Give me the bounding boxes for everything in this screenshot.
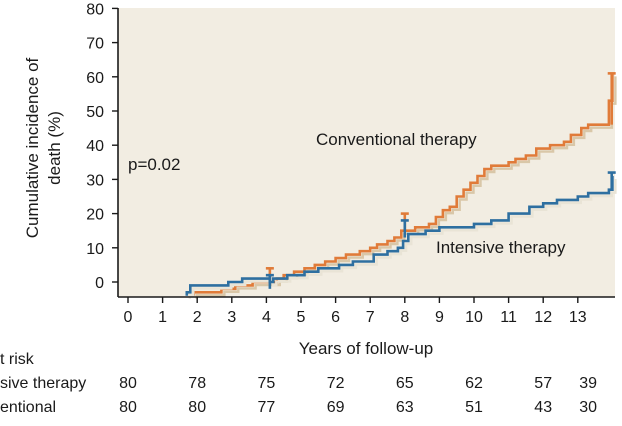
risk-value-row1-col4: 63 xyxy=(396,399,414,416)
risk-table-header: t risk xyxy=(0,351,35,368)
risk-table: t risk sive therapy entional 80 78 75 72 65 6… xyxy=(0,351,597,416)
censor-mark-intensive-therapy-0 xyxy=(265,273,274,289)
x-tick-label-9: 9 xyxy=(435,309,444,326)
risk-value-row0-col2: 75 xyxy=(258,375,276,392)
y-tick-label-0: 0 xyxy=(95,275,104,292)
y-tick-label-60: 60 xyxy=(86,70,104,87)
risk-value-row0-col1: 78 xyxy=(188,375,206,392)
risk-value-row0-col4: 65 xyxy=(396,375,414,392)
x-tick-label-1: 1 xyxy=(158,309,167,326)
risk-value-row0-col3: 72 xyxy=(327,375,345,392)
conventional-therapy-label: Conventional therapy xyxy=(316,130,477,149)
y-tick-label-10: 10 xyxy=(86,241,104,258)
risk-value-row0-col6: 57 xyxy=(534,375,552,392)
risk-row-intensive-label: sive therapy xyxy=(0,375,86,392)
risk-value-row1-col5: 51 xyxy=(465,399,483,416)
risk-value-row1-col2: 77 xyxy=(258,399,276,416)
y-tick-label-40: 40 xyxy=(86,138,104,155)
x-tick-label-8: 8 xyxy=(400,309,409,326)
x-tick-label-6: 6 xyxy=(331,309,340,326)
censor-mark-intensive-therapy-1 xyxy=(400,219,409,238)
x-tick-label-7: 7 xyxy=(366,309,375,326)
x-tick-label-2: 2 xyxy=(193,309,202,326)
x-tick-label-13: 13 xyxy=(569,309,587,326)
series-line-conventional-therapy xyxy=(192,73,614,296)
risk-row-conventional-label: entional xyxy=(0,399,56,416)
x-tick-label-3: 3 xyxy=(227,309,236,326)
risk-value-row0-col5: 62 xyxy=(465,375,483,392)
series-band-intensive-therapy xyxy=(188,179,617,299)
y-tick-label-80: 80 xyxy=(86,1,104,18)
x-tick-label-0: 0 xyxy=(124,309,133,326)
x-tick-label-11: 11 xyxy=(500,309,517,326)
x-tick-label-5: 5 xyxy=(297,309,306,326)
y-tick-label-30: 30 xyxy=(86,172,104,189)
censor-mark-conventional-therapy-2 xyxy=(607,72,616,125)
y-axis-title-line-1: Cumulative incidence of xyxy=(23,57,42,238)
plot-area xyxy=(118,8,615,297)
risk-value-row1-col0: 80 xyxy=(119,399,137,416)
risk-value-row0-col7: 39 xyxy=(579,375,597,392)
y-tick-label-70: 70 xyxy=(86,36,104,53)
x-tick-label-12: 12 xyxy=(534,309,552,326)
risk-value-row1-col7: 30 xyxy=(579,399,597,416)
risk-value-row1-col6: 43 xyxy=(534,399,552,416)
risk-value-row0-col0: 80 xyxy=(119,375,137,392)
risk-value-row1-col3: 69 xyxy=(327,399,345,416)
x-tick-label-10: 10 xyxy=(465,309,483,326)
y-axis-title-line-2: death (%) xyxy=(45,111,64,185)
y-tick-label-50: 50 xyxy=(86,104,104,121)
risk-value-row1-col1: 80 xyxy=(188,399,206,416)
intensive-therapy-label: Intensive therapy xyxy=(436,238,566,257)
p-value-annotation: p=0.02 xyxy=(128,155,180,174)
x-tick-label-4: 4 xyxy=(262,309,271,326)
series-layer xyxy=(185,72,617,299)
y-tick-label-20: 20 xyxy=(86,207,104,224)
censor-mark-intensive-therapy-2 xyxy=(607,171,616,190)
x-axis-title: Years of follow-up xyxy=(299,339,434,358)
axes-layer xyxy=(117,8,615,298)
